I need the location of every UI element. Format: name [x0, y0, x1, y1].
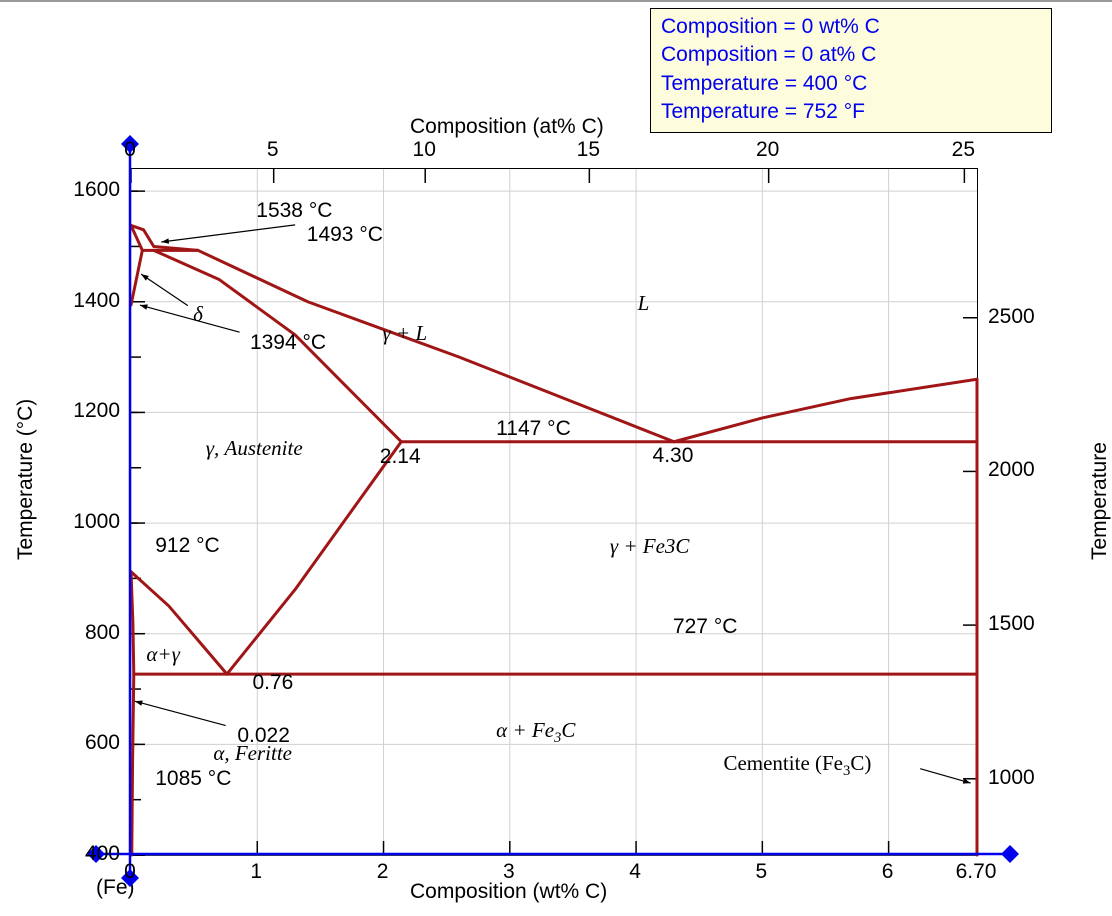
annotation: α + Fe3C — [496, 718, 575, 747]
annotation: 1147 °C — [496, 417, 571, 441]
tick-label: 1200 — [60, 399, 120, 423]
tick-label: 10 — [413, 138, 436, 162]
tick-label: 25 — [952, 138, 975, 162]
annotation: γ + Fe3C — [610, 534, 690, 559]
annotation: 2.14 — [380, 445, 421, 469]
annotation: 1493 °C — [307, 223, 383, 247]
tick-label: 800 — [60, 621, 120, 645]
tick-label: 5 — [267, 138, 279, 162]
readout-line-temp-c: Temperature = 400 °C — [661, 70, 1041, 98]
annotation: 1394 °C — [250, 331, 326, 355]
readout-line-comp-wt: Composition = 0 wt% C — [661, 13, 1041, 41]
tick-label: 1400 — [60, 289, 120, 313]
annotation: 912 °C — [155, 534, 219, 558]
readout-box: Composition = 0 wt% C Composition = 0 at… — [650, 8, 1052, 133]
annotation: 0.76 — [252, 671, 293, 695]
tick-label: 0 — [124, 138, 136, 162]
tick-label: 1000 — [60, 510, 120, 534]
axis-title-right: Temperature (°F) — [1088, 442, 1112, 560]
annotation: γ + L — [383, 321, 428, 346]
tick-label: 1 — [250, 860, 262, 884]
annotation: γ, Austenite — [206, 436, 303, 461]
tick-label: 600 — [60, 731, 120, 755]
tick-label: 5 — [755, 860, 767, 884]
tick-label: 1000 — [988, 766, 1035, 790]
tick-label: 20 — [756, 138, 779, 162]
annotation: 1085 °C — [155, 767, 231, 791]
tick-label: 2500 — [988, 305, 1035, 329]
annotation: δ — [193, 302, 203, 327]
annotation: 0.022 — [237, 724, 290, 748]
tick-label: 3 — [503, 860, 515, 884]
annotation: 727 °C — [673, 615, 737, 639]
annotation: Cementite (Fe3C) — [723, 751, 871, 780]
annotation: 4.30 — [653, 444, 694, 468]
tick-label: 2000 — [988, 458, 1035, 482]
annotation: 1538 °C — [256, 199, 332, 223]
tick-label: 1500 — [988, 612, 1035, 636]
tick-label: 400 — [60, 842, 120, 866]
readout-line-temp-f: Temperature = 752 °F — [661, 98, 1041, 126]
tick-label: 0 — [124, 860, 136, 884]
top-border-rule — [0, 0, 1112, 2]
tick-label: 2 — [377, 860, 389, 884]
tick-label: 4 — [629, 860, 641, 884]
annotation: α+γ — [146, 642, 179, 667]
tick-label: 6.70 — [956, 860, 997, 884]
annotation: L — [638, 291, 650, 316]
axis-title-left: Temperature (°C) — [14, 399, 38, 560]
phase-diagram-canvas: Composition = 0 wt% C Composition = 0 at… — [0, 0, 1112, 916]
tick-label: 1600 — [60, 178, 120, 202]
readout-line-comp-at: Composition = 0 at% C — [661, 41, 1041, 69]
axis-title-top: Composition (at% C) — [410, 115, 604, 139]
tick-label: 15 — [577, 138, 600, 162]
tick-label: 6 — [882, 860, 894, 884]
